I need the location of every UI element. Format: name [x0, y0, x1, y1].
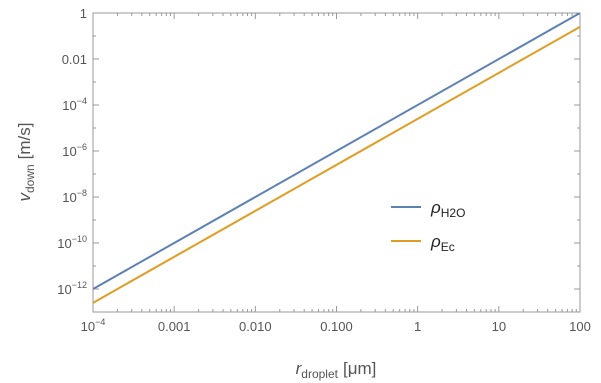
legend-label-h2o: ρH2O — [430, 198, 465, 220]
legend-label-ec: ρEc — [430, 232, 455, 254]
series-line-h2o — [93, 13, 580, 290]
y-tick-label: 1 — [80, 6, 87, 21]
x-axis-label: rdroplet [μm] — [296, 359, 377, 381]
x-tick-label: 0.010 — [239, 319, 272, 334]
x-tick-label: 0.100 — [320, 319, 353, 334]
y-tick-label: 10−10 — [57, 234, 87, 251]
y-tick-label: 10−12 — [57, 280, 87, 297]
y-tick-labels: 1 0.01 10−4 10−6 10−8 10−10 10−12 — [57, 6, 87, 297]
y-tick-label: 10−8 — [62, 188, 87, 205]
y-tick-label: 10−6 — [62, 142, 87, 159]
x-tick-label: 1 — [414, 319, 421, 334]
x-tick-label: 10 — [492, 319, 506, 334]
minor-ticks — [93, 13, 580, 313]
legend: ρH2O ρEc — [391, 198, 465, 254]
y-tick-label: 0.01 — [62, 52, 87, 67]
x-tick-label: 0.001 — [158, 319, 191, 334]
major-ticks — [92, 12, 581, 312]
plot-frame — [92, 12, 581, 313]
series-line-ec — [93, 25, 580, 304]
y-axis-label: vdown[m/s] — [15, 122, 37, 201]
x-tick-label: 10−4 — [81, 317, 106, 334]
y-tick-label: 10−4 — [62, 96, 87, 113]
series-lines — [93, 13, 580, 304]
x-tick-label: 100 — [569, 319, 591, 334]
x-tick-labels: 10−4 0.001 0.010 0.100 1 10 100 — [81, 317, 591, 334]
